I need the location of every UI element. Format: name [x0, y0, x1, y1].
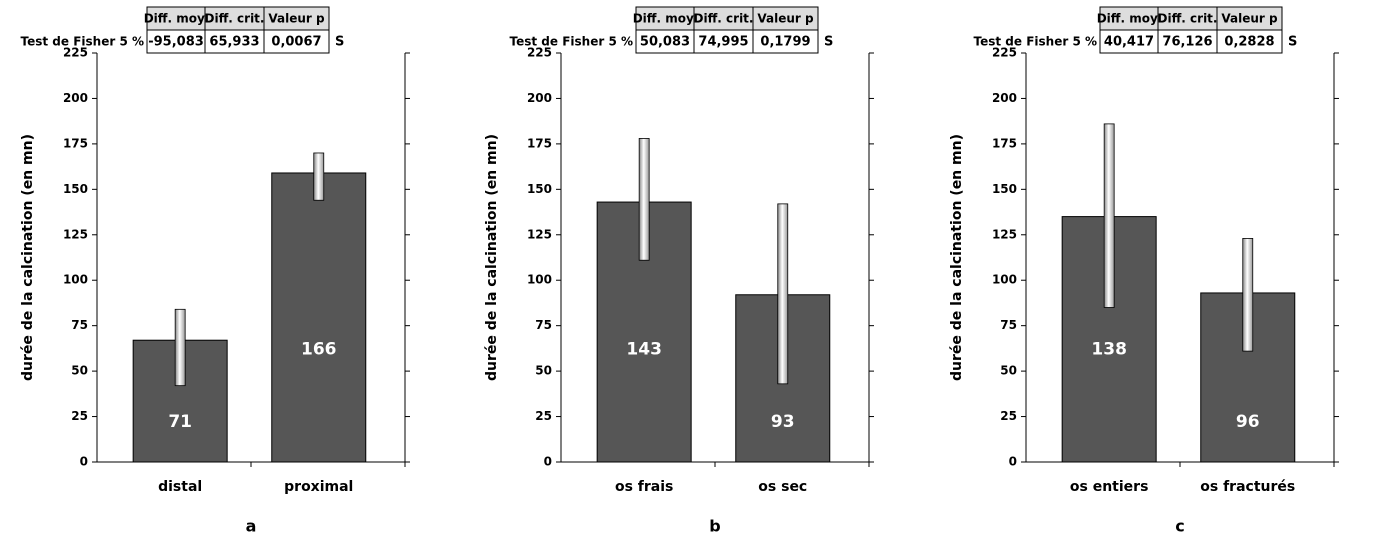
table-value: 50,083 [640, 35, 690, 50]
table-value: 0,0067 [271, 35, 321, 50]
y-tick-label: 125 [992, 227, 1017, 241]
y-tick-label: 225 [992, 46, 1017, 60]
table-row-label: Test de Fisher 5 % [974, 35, 1097, 49]
y-tick-label: 225 [63, 46, 88, 60]
y-tick-label: 50 [1000, 364, 1017, 378]
y-tick-label: 150 [992, 182, 1017, 196]
bar-label: 93 [771, 412, 795, 432]
y-tick-label: 150 [63, 182, 88, 196]
y-axis-label: durée de la calcination (en mn) [20, 134, 36, 381]
y-tick-label: 25 [1000, 409, 1017, 423]
error-bar [777, 203, 789, 385]
y-tick-label: 25 [71, 409, 88, 423]
x-tick-label: distal [158, 479, 202, 495]
table-value: 76,126 [1162, 35, 1212, 50]
panel-label: b [709, 517, 720, 536]
y-tick-label: 200 [992, 91, 1017, 105]
error-bar [638, 138, 650, 261]
y-tick-label: 25 [535, 409, 552, 423]
table-cell [1216, 29, 1283, 54]
y-tick-label: 200 [527, 91, 552, 105]
y-tick-label: 150 [527, 182, 552, 196]
table-note: S [335, 35, 344, 50]
bar-label: 138 [1091, 339, 1127, 359]
y-tick-label: 125 [527, 227, 552, 241]
bar [271, 172, 367, 463]
y-tick-label: 75 [71, 318, 88, 332]
bar-label: 96 [1236, 412, 1260, 432]
bar-label: 166 [301, 339, 337, 359]
table-header: Valeur p [1221, 12, 1278, 26]
table-row-label: Test de Fisher 5 % [510, 35, 633, 49]
x-tick-label: os entiers [1070, 479, 1149, 495]
y-tick-label: 0 [80, 455, 88, 469]
y-tick-label: 200 [63, 91, 88, 105]
table-header: Valeur p [268, 12, 325, 26]
bar-label: 71 [168, 412, 192, 432]
table-value: 0,2828 [1224, 35, 1274, 50]
x-tick-label: os frais [615, 479, 673, 495]
table-note: S [824, 35, 833, 50]
table-header: Diff. crit. [205, 12, 265, 26]
y-tick-label: 175 [992, 136, 1017, 150]
y-tick-label: 0 [1009, 455, 1017, 469]
table-header: Diff. crit. [694, 12, 754, 26]
table-value: 65,933 [209, 35, 259, 50]
table-header: Valeur p [757, 12, 814, 26]
y-tick-label: 175 [527, 136, 552, 150]
table-value: 0,1799 [760, 35, 810, 50]
table-row-label: Test de Fisher 5 % [21, 35, 144, 49]
y-axis-label: durée de la calcination (en mn) [949, 134, 965, 381]
y-tick-label: 75 [535, 318, 552, 332]
panel-label: c [1175, 517, 1184, 536]
bar-label: 143 [626, 339, 662, 359]
x-tick-label: proximal [284, 479, 353, 495]
table-cell [752, 29, 819, 54]
table-cell [263, 29, 330, 54]
y-tick-label: 100 [63, 273, 88, 287]
y-tick-label: 100 [992, 273, 1017, 287]
y-tick-label: 50 [535, 364, 552, 378]
x-tick-label: os fracturés [1200, 479, 1295, 495]
table-header: Diff. crit. [1158, 12, 1218, 26]
y-tick-label: 125 [63, 227, 88, 241]
table-note: S [1288, 35, 1297, 50]
y-tick-label: 0 [544, 455, 552, 469]
y-axis-label: durée de la calcination (en mn) [484, 134, 500, 381]
x-tick-label: os sec [758, 479, 807, 495]
error-bar [1103, 123, 1115, 308]
y-tick-label: 225 [527, 46, 552, 60]
y-tick-label: 175 [63, 136, 88, 150]
table-value: 74,995 [698, 35, 748, 50]
error-bar [174, 308, 186, 387]
table-header: Diff. moy. [144, 12, 209, 26]
error-bar [1242, 238, 1254, 352]
y-tick-label: 50 [71, 364, 88, 378]
error-bar [313, 152, 325, 201]
table-header: Diff. moy. [633, 12, 698, 26]
y-tick-label: 100 [527, 273, 552, 287]
table-value: -95,083 [148, 35, 204, 50]
table-header: Diff. moy. [1097, 12, 1162, 26]
panel-label: a [246, 517, 257, 536]
y-tick-label: 75 [1000, 318, 1017, 332]
table-value: 40,417 [1104, 35, 1154, 50]
